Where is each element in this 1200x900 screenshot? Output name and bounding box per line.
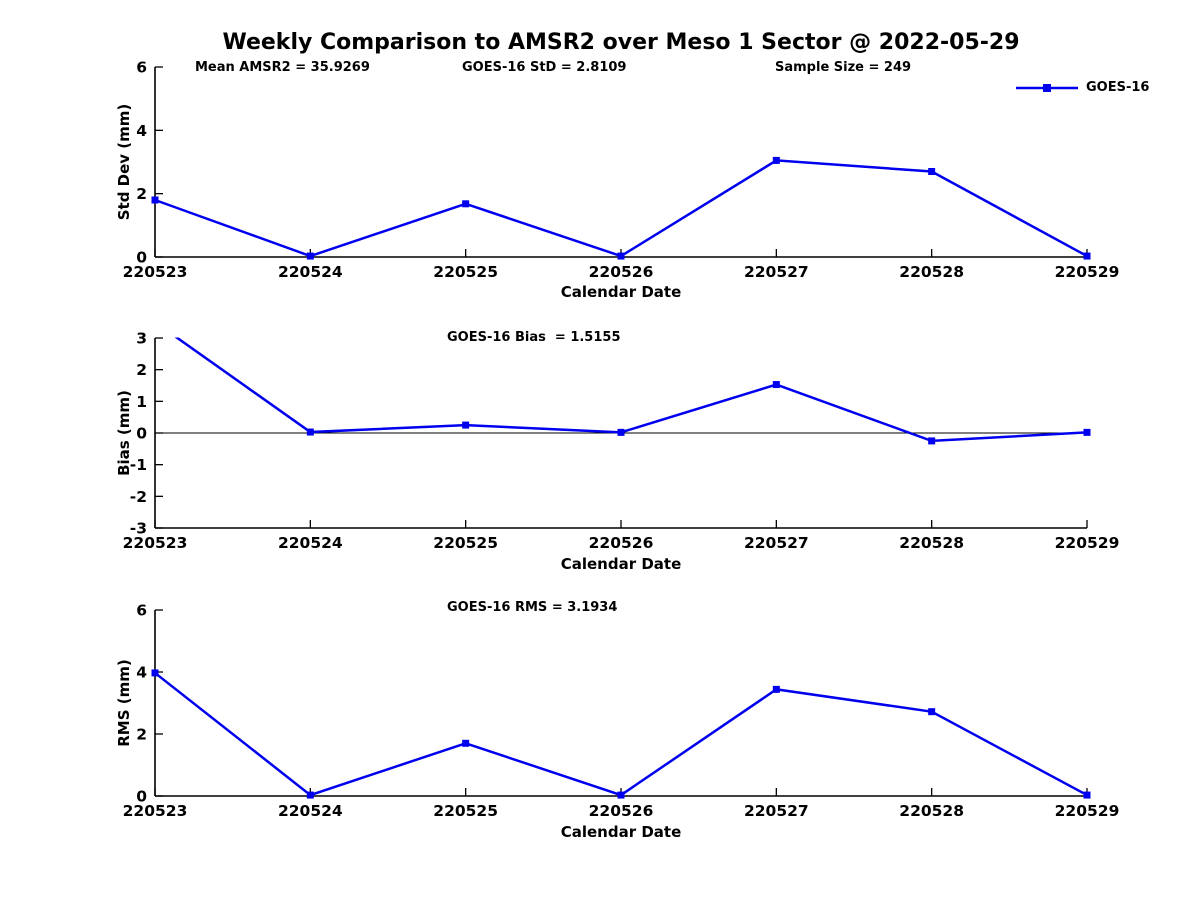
legend: GOES-16: [1015, 80, 1149, 95]
data-marker: [151, 196, 159, 204]
annotation-goes16-bias: GOES-16 Bias = 1.5155: [447, 330, 621, 345]
legend-line-sample: [1016, 83, 1078, 92]
x-tick-label: 220527: [744, 263, 809, 281]
std-dev-plot: 0 2 4 6 220523 220524 220525 220526 220527 220528…: [123, 59, 1120, 282]
x-tick-label: 220529: [1055, 263, 1120, 281]
x-tick-label: 220523: [123, 802, 188, 820]
y-tick-label: -1: [130, 456, 147, 474]
y-tick-label: 4: [136, 122, 147, 140]
data-marker: [1083, 252, 1091, 260]
x-tick-label: 220529: [1055, 802, 1120, 820]
data-marker: [772, 156, 780, 164]
figure-title: Weekly Comparison to AMSR2 over Meso 1 S…: [222, 30, 1020, 55]
data-line: [154, 671, 1088, 797]
data-marker: [1083, 791, 1091, 799]
x-tick-label: 220524: [278, 802, 343, 820]
x-tick-label: 220523: [123, 534, 188, 552]
y-tick-label: -3: [130, 520, 147, 538]
annotation-goes16-rms: GOES-16 RMS = 3.1934: [447, 600, 618, 615]
data-marker: [928, 708, 936, 716]
y-tick-label: 6: [136, 59, 147, 77]
x-tick-label: 220526: [589, 534, 654, 552]
y-tick-label: 0: [136, 249, 147, 267]
data-marker: [462, 421, 470, 429]
bias-plot: -3 -2 -1 0 1 2 3 220523 220524 220525 220526 220527…: [123, 330, 1120, 553]
data-marker: [1083, 428, 1091, 436]
rms-plot: 0 2 4 6 220523 220524 220525 220526 220527 220528…: [123, 602, 1120, 821]
y-tick-label: 2: [136, 726, 147, 744]
y-tick-label: 2: [136, 185, 147, 203]
x-tick-label: 220527: [744, 802, 809, 820]
data-marker: [617, 428, 625, 436]
x-tick-label: 220524: [278, 534, 343, 552]
legend-label: GOES-16: [1086, 80, 1150, 95]
x-tick-label: 220528: [899, 802, 964, 820]
legend-marker: [1043, 83, 1051, 92]
data-marker: [617, 252, 625, 260]
annotation-goes16-std: GOES-16 StD = 2.8109: [462, 60, 627, 75]
x-tick-label: 220524: [278, 263, 343, 281]
y-tick-label: 4: [136, 664, 147, 682]
x-tick-label: 220526: [589, 802, 654, 820]
data-line: [174, 337, 1088, 443]
x-tick-label: 220523: [123, 263, 188, 281]
data-line: [154, 159, 1088, 258]
y-tick-label: 0: [136, 425, 147, 443]
data-marker: [306, 252, 314, 260]
annotation-mean-amsr2: Mean AMSR2 = 35.9269: [195, 60, 370, 75]
y-tick-label: 3: [136, 330, 147, 348]
data-marker: [462, 739, 470, 747]
data-marker: [306, 428, 314, 436]
data-marker: [928, 437, 936, 445]
x-tick-label: 220528: [899, 534, 964, 552]
xlabel-std-dev: Calendar Date: [560, 283, 682, 301]
x-tick-label: 220526: [589, 263, 654, 281]
data-marker: [928, 168, 936, 175]
x-tick-label: 220525: [433, 534, 498, 552]
data-marker: [151, 669, 159, 677]
x-tick-label: 220529: [1055, 534, 1120, 552]
y-tick-label: 0: [136, 788, 147, 806]
data-marker: [462, 200, 470, 208]
y-tick-label: -2: [130, 488, 147, 506]
xlabel-rms: Calendar Date: [560, 823, 682, 841]
data-marker: [306, 791, 314, 799]
data-marker: [772, 381, 780, 389]
data-marker: [617, 791, 625, 799]
data-marker: [772, 685, 780, 693]
x-tick-label: 220525: [433, 802, 498, 820]
x-tick-label: 220527: [744, 534, 809, 552]
xlabel-bias: Calendar Date: [560, 555, 682, 573]
annotation-sample-size: Sample Size = 249: [775, 60, 912, 75]
x-tick-label: 220525: [433, 263, 498, 281]
y-tick-label: 6: [136, 602, 147, 620]
y-tick-label: 1: [136, 393, 147, 411]
y-tick-label: 2: [136, 361, 147, 379]
x-tick-label: 220528: [899, 263, 964, 281]
